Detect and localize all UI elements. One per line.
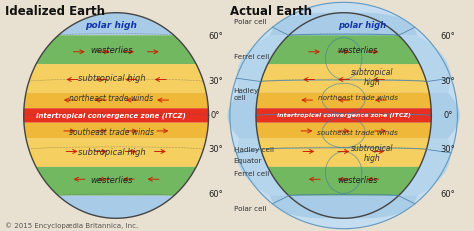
Polygon shape [237,35,289,93]
Polygon shape [256,13,431,218]
Text: © 2015 Encyclopædia Britannica, Inc.: © 2015 Encyclopædia Britannica, Inc. [5,222,138,229]
Text: westerlies: westerlies [90,46,133,55]
Text: Hadley cell: Hadley cell [234,147,273,153]
Polygon shape [256,108,431,123]
Polygon shape [270,196,344,218]
Text: Ferrel cell: Ferrel cell [234,54,269,60]
Polygon shape [26,64,206,93]
Polygon shape [58,13,174,35]
Text: 30°: 30° [440,145,456,154]
Polygon shape [26,138,206,167]
Text: 0°: 0° [443,111,453,120]
Text: 30°: 30° [208,145,223,154]
Text: intertropical convergence zone (ITCZ): intertropical convergence zone (ITCZ) [36,112,186,119]
Polygon shape [256,123,431,138]
Polygon shape [230,2,457,229]
Text: polar high: polar high [85,21,137,30]
Text: Polar cell: Polar cell [234,19,266,25]
Text: northeast trade winds: northeast trade winds [69,94,154,103]
Polygon shape [289,13,399,35]
Text: subtropical high: subtropical high [78,74,145,83]
Polygon shape [228,93,258,138]
Polygon shape [429,93,460,138]
Text: Hadley
cell: Hadley cell [234,88,259,101]
Polygon shape [344,196,418,218]
Text: westerlies: westerlies [338,46,378,55]
Text: Idealized Earth: Idealized Earth [5,5,105,18]
Polygon shape [256,93,431,108]
Polygon shape [24,93,209,108]
Polygon shape [24,108,209,123]
Polygon shape [399,138,450,196]
Text: subtropical high: subtropical high [78,148,145,157]
Text: southeast trade winds: southeast trade winds [69,128,154,137]
Text: Polar cell: Polar cell [234,206,266,212]
Polygon shape [24,123,209,138]
Text: Equator: Equator [234,158,262,164]
Polygon shape [268,35,419,64]
Text: 60°: 60° [440,32,456,41]
Text: Ferrel cell: Ferrel cell [234,171,269,177]
Text: intertropical convergence zone (ITCZ): intertropical convergence zone (ITCZ) [277,113,410,118]
Text: subtropical
high: subtropical high [351,68,393,87]
Polygon shape [36,167,196,196]
Text: westerlies: westerlies [90,176,133,185]
Text: 30°: 30° [208,77,223,86]
Polygon shape [270,13,344,35]
Polygon shape [258,138,429,167]
Text: 60°: 60° [440,190,456,199]
Polygon shape [268,167,419,196]
Polygon shape [36,35,196,64]
Text: 0°: 0° [211,111,220,120]
Text: subtropical
high: subtropical high [351,144,393,163]
Text: 60°: 60° [208,32,223,41]
Polygon shape [399,35,450,93]
Text: polar high: polar high [338,21,387,30]
Polygon shape [289,196,399,218]
Text: 30°: 30° [440,77,456,86]
Polygon shape [237,138,289,196]
Text: westerlies: westerlies [338,176,378,185]
Polygon shape [258,64,429,93]
Polygon shape [58,196,174,218]
Text: Actual Earth: Actual Earth [230,5,312,18]
Text: southeast trade winds: southeast trade winds [318,130,398,136]
Text: northeast trade winds: northeast trade winds [318,95,398,101]
Polygon shape [344,13,418,35]
Text: 60°: 60° [208,190,223,199]
